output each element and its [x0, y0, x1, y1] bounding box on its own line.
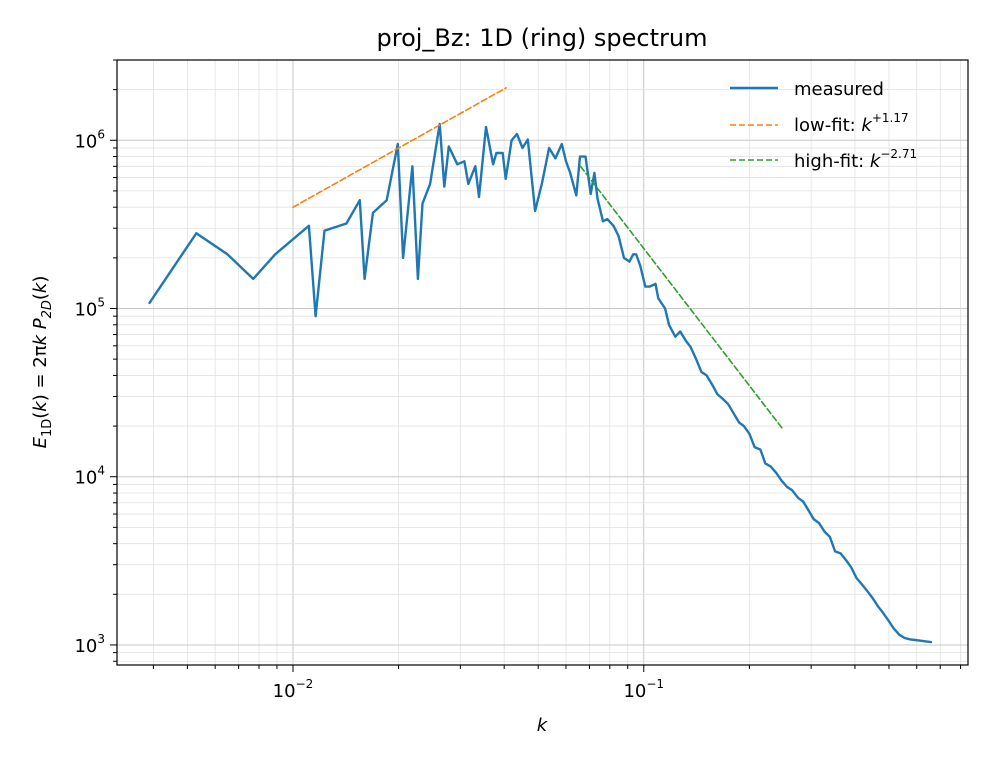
series-line-high-fit: [579, 165, 785, 431]
x-axis-label: k: [537, 715, 549, 736]
svg-text:E1D(k) = 2πk P2D(k): E1D(k) = 2πk P2D(k): [30, 276, 55, 449]
chart-title: proj_Bz: 1D (ring) spectrum: [377, 24, 708, 52]
plot-frame: [116, 59, 969, 666]
y-tick-label: 104: [74, 464, 105, 489]
series-layer: [148, 87, 933, 644]
y-axis-label: E1D(k) = 2πk P2D(k): [30, 276, 55, 449]
series-line-measured: [148, 122, 933, 644]
legend-label-measured: measured: [794, 79, 884, 100]
legend-label-high-fit: high-fit: k−2.71: [794, 147, 917, 172]
y-tick-label: 106: [74, 127, 105, 152]
x-tick-label: 10−2: [273, 677, 314, 702]
y-tick-label: 103: [74, 632, 105, 657]
legend: measured low-fit: k+1.17 high-fit: k−2.7…: [730, 79, 917, 172]
y-tick-label: 105: [74, 295, 105, 320]
x-tick-label: 10−1: [623, 677, 664, 702]
axis-ticks: 10−2 10−1 103 104 105 106: [74, 59, 962, 702]
legend-label-low-fit: low-fit: k+1.17: [794, 111, 909, 136]
series-line-low-fit: [292, 87, 507, 208]
